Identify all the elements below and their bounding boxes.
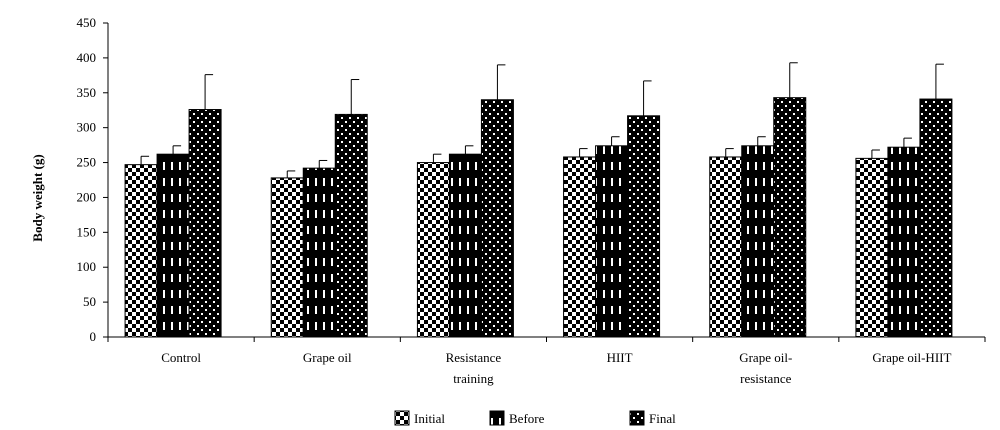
y-tick-label: 250 — [77, 155, 97, 170]
legend-swatch — [489, 410, 505, 426]
bar — [302, 167, 336, 338]
y-tick-label: 400 — [77, 50, 97, 65]
y-axis: 0 50 100 150 200 250 300 350 400 450 — [77, 15, 109, 344]
legend-label: Before — [509, 411, 545, 426]
y-tick-label: 350 — [77, 85, 97, 100]
y-tick-label: 200 — [77, 189, 97, 204]
bar — [416, 162, 450, 338]
bar — [919, 98, 953, 338]
x-tick-label: HIIT — [607, 350, 633, 365]
x-tick-label: Grape oil — [303, 350, 352, 365]
bar — [563, 156, 597, 338]
legend-swatch — [629, 410, 645, 426]
y-tick-label: 150 — [77, 224, 97, 239]
legend-label: Initial — [414, 411, 445, 426]
x-tick-label: resistance — [740, 371, 791, 386]
legend-swatch — [394, 410, 410, 426]
bar — [156, 153, 190, 338]
bar — [124, 164, 158, 338]
x-tick-label: Grape oil- — [739, 350, 792, 365]
x-tick-label: Control — [161, 350, 201, 365]
bar — [480, 99, 514, 338]
legend-label: Final — [649, 411, 676, 426]
bar — [188, 109, 222, 338]
x-axis: Control Grape oil Resistance training HIIT Gr… — [107, 336, 986, 386]
bar — [741, 145, 775, 338]
y-axis-title: Body weight (g) — [30, 154, 45, 241]
bar — [773, 97, 807, 338]
bar — [887, 146, 921, 338]
bar — [855, 157, 889, 338]
x-tick-label: training — [453, 371, 494, 386]
y-tick-label: 100 — [77, 259, 97, 274]
bar — [334, 113, 368, 338]
bar — [448, 153, 482, 338]
y-tick-label: 450 — [77, 15, 97, 30]
bar — [627, 115, 661, 338]
bar — [709, 156, 743, 338]
y-tick-label: 300 — [77, 120, 97, 135]
bars — [124, 62, 953, 338]
x-tick-label: Resistance — [446, 350, 502, 365]
y-tick-label: 0 — [90, 329, 97, 344]
bar — [270, 177, 304, 338]
x-tick-label: Grape oil-HIIT — [872, 350, 951, 365]
bar — [595, 145, 629, 338]
legend: Initial Before Final — [394, 410, 676, 426]
y-tick-label: 50 — [83, 294, 96, 309]
